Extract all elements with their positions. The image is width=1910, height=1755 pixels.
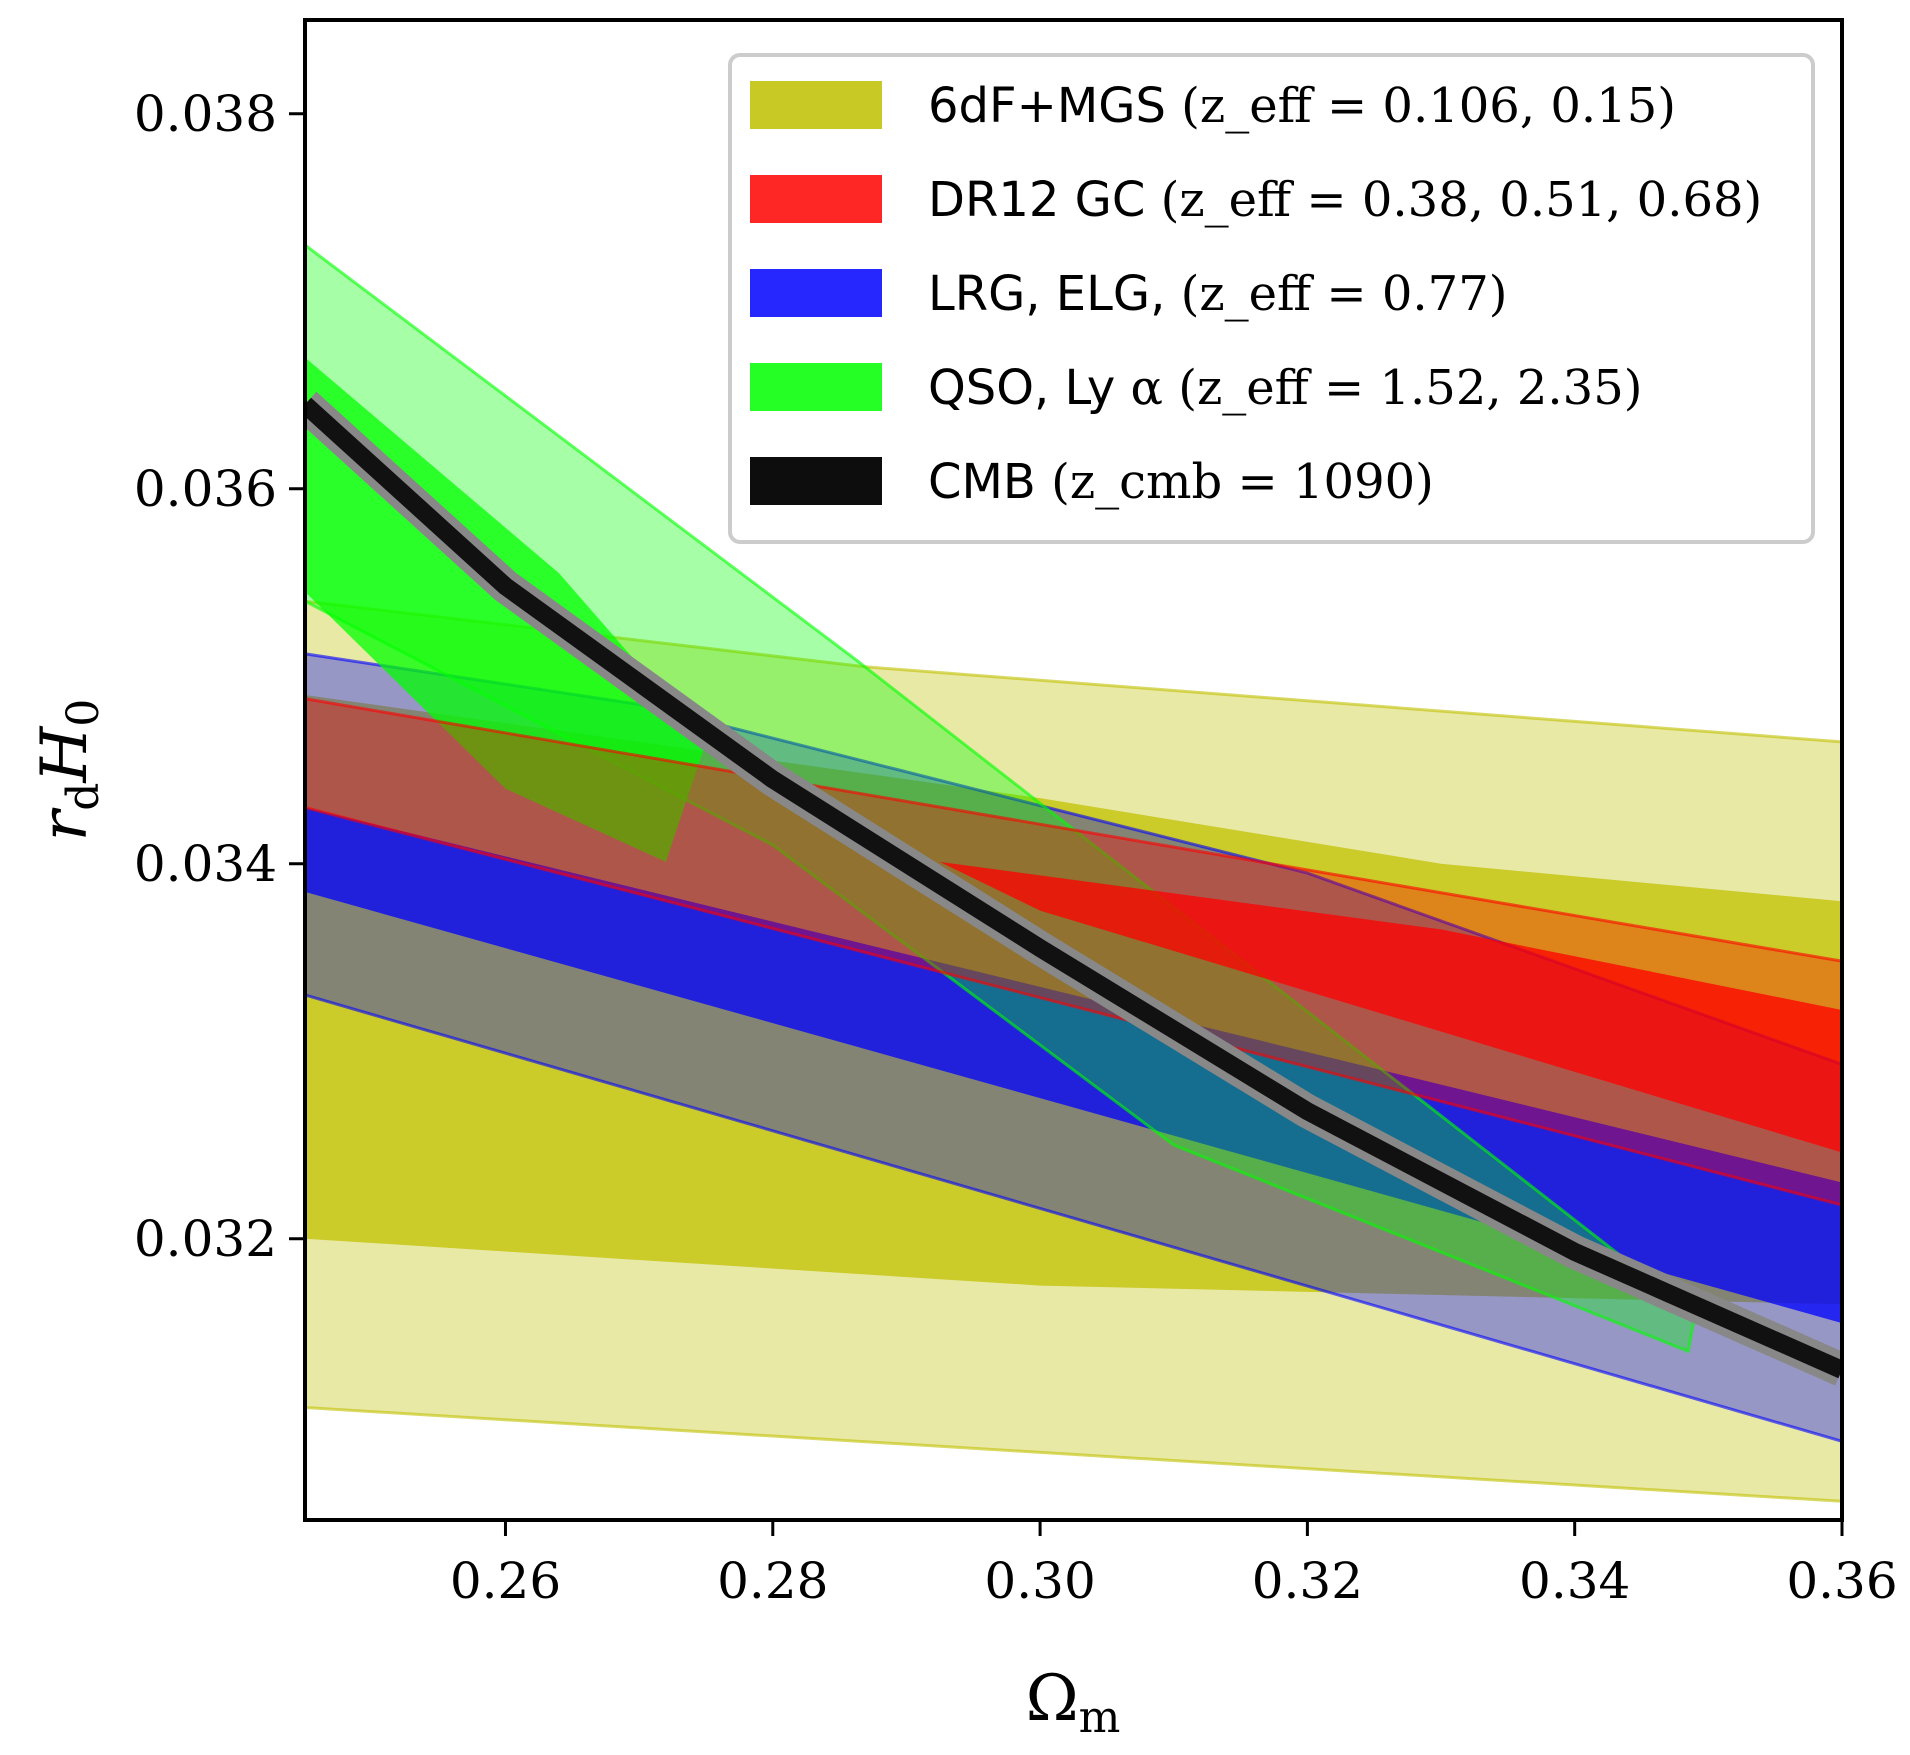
plot-frame (303, 18, 1844, 1522)
axis-ticks: 0.26 0.28 0.30 0.32 0.34 0.36 0.032 0.034 0.036 0… (134, 85, 1898, 1610)
y-tick-label: 0.032 (134, 1210, 277, 1268)
legend-swatch-qso-ly (750, 363, 882, 411)
legend-label-6df-mgs: 6dF+MGS (z_eff = 0.106, 0.15) (928, 78, 1676, 134)
dr12-gc-1sigma-region (939, 861, 1842, 1153)
y-axis-label: rdH0 (28, 699, 109, 842)
confidence-regions (305, 243, 1842, 1503)
legend: 6dF+MGS (z_eff = 0.106, 0.15) DR12 GC (z_… (728, 53, 1815, 544)
legend-math-dr12-gc: (z_eff = 0.38, 0.51, 0.68) (1161, 172, 1763, 228)
y-tick-label: 0.034 (134, 835, 277, 893)
x-tick-label: 0.28 (717, 1552, 828, 1610)
x-tick-label: 0.32 (1252, 1552, 1363, 1610)
legend-box (728, 53, 1815, 544)
x-tick-label: 0.26 (450, 1552, 561, 1610)
legend-swatch-6df-mgs (750, 81, 882, 129)
legend-swatch-cmb (750, 457, 882, 505)
legend-swatch-dr12-gc (750, 175, 882, 223)
legend-math-cmb: (z_cmb = 1090) (1051, 454, 1434, 510)
legend-label-qso-ly: QSO, Ly α (z_eff = 1.52, 2.35) (928, 360, 1642, 416)
legend-label-dr12-gc: DR12 GC (z_eff = 0.38, 0.51, 0.68) (928, 172, 1762, 228)
legend-swatch-lrg-elg (750, 269, 882, 317)
legend-math-qso-ly: α (z_eff = 1.52, 2.35) (1131, 360, 1643, 416)
y-tick-label: 0.036 (134, 460, 277, 518)
x-axis-label: Ωm (1026, 1662, 1121, 1743)
x-tick-label: 0.34 (1519, 1552, 1630, 1610)
legend-label-lrg-elg: LRG, ELG, (z_eff = 0.77) (928, 266, 1507, 322)
y-tick-label: 0.038 (134, 85, 277, 143)
cmb-1sigma-band (305, 397, 1842, 1379)
legend-math-lrg-elg: (z_eff = 0.77) (1181, 266, 1508, 322)
x-tick-label: 0.30 (984, 1552, 1095, 1610)
legend-label-cmb: CMB (z_cmb = 1090) (928, 454, 1434, 510)
legend-math-6df-mgs: (z_eff = 0.106, 0.15) (1181, 78, 1676, 134)
x-tick-label: 0.36 (1786, 1552, 1897, 1610)
